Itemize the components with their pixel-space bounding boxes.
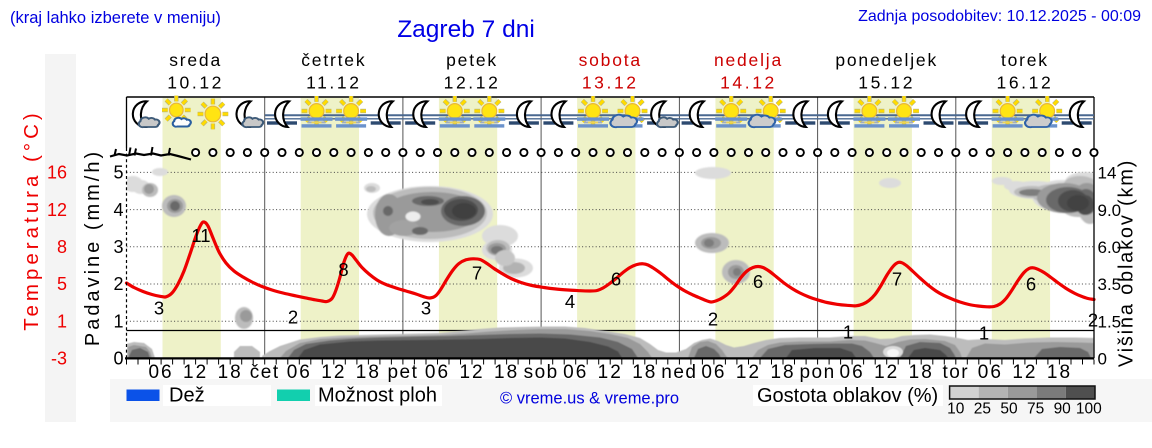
- svg-text:Možnost ploh: Možnost ploh: [318, 385, 437, 407]
- svg-text:25: 25: [974, 401, 991, 418]
- svg-text:9.0: 9.0: [1098, 201, 1122, 220]
- svg-text:tor: tor: [942, 362, 969, 383]
- svg-text:8: 8: [57, 237, 67, 257]
- svg-text:12: 12: [736, 362, 761, 383]
- svg-text:16: 16: [47, 163, 67, 183]
- svg-text:četrtek: četrtek: [301, 50, 366, 70]
- svg-text:Padavine (mm/h): Padavine (mm/h): [82, 149, 104, 346]
- svg-text:0: 0: [113, 349, 123, 369]
- svg-text:06: 06: [701, 362, 726, 383]
- svg-text:1.5: 1.5: [1098, 312, 1122, 331]
- svg-text:Temperatura (°C): Temperatura (°C): [20, 109, 43, 330]
- svg-text:6.0: 6.0: [1098, 238, 1122, 257]
- svg-text:6: 6: [1026, 273, 1036, 294]
- svg-text:Višina oblakov (km): Višina oblakov (km): [1116, 159, 1138, 367]
- svg-text:06: 06: [425, 362, 450, 383]
- svg-text:sobota: sobota: [579, 50, 642, 70]
- svg-text:ned: ned: [661, 362, 697, 383]
- svg-text:sob: sob: [524, 362, 559, 383]
- svg-text:3: 3: [154, 297, 164, 318]
- svg-text:18: 18: [218, 362, 243, 383]
- svg-text:12: 12: [1012, 362, 1037, 383]
- svg-text:2: 2: [1088, 309, 1098, 330]
- svg-text:12: 12: [47, 200, 67, 220]
- svg-text:10.12: 10.12: [167, 73, 224, 93]
- svg-text:© vreme.us & vreme.pro: © vreme.us & vreme.pro: [500, 390, 679, 408]
- svg-text:18: 18: [770, 362, 795, 383]
- svg-text:14.12: 14.12: [720, 73, 777, 93]
- svg-text:Dež: Dež: [169, 385, 205, 407]
- svg-text:18: 18: [909, 362, 934, 383]
- svg-text:18: 18: [494, 362, 519, 383]
- svg-text:90: 90: [1054, 401, 1072, 418]
- svg-text:100: 100: [1076, 401, 1102, 418]
- svg-text:3.5: 3.5: [1098, 275, 1122, 294]
- svg-text:torek: torek: [1001, 50, 1049, 70]
- svg-text:čet: čet: [250, 362, 280, 383]
- svg-text:Zagreb 7 dni: Zagreb 7 dni: [397, 16, 535, 43]
- svg-text:petek: petek: [446, 50, 498, 70]
- svg-text:12: 12: [874, 362, 899, 383]
- svg-text:pon: pon: [799, 362, 835, 383]
- svg-text:Zadnja posodobitev: 10.12.2025: Zadnja posodobitev: 10.12.2025 - 00:09: [858, 8, 1141, 25]
- svg-text:pet: pet: [387, 362, 418, 383]
- svg-text:10: 10: [947, 401, 965, 418]
- svg-text:2: 2: [708, 308, 718, 329]
- svg-text:1: 1: [843, 321, 853, 342]
- svg-text:14: 14: [1098, 164, 1117, 183]
- svg-text:12: 12: [459, 362, 484, 383]
- svg-text:12: 12: [598, 362, 623, 383]
- svg-text:8: 8: [338, 259, 348, 280]
- svg-text:4: 4: [565, 291, 575, 312]
- svg-text:12: 12: [183, 362, 208, 383]
- svg-text:1: 1: [113, 311, 123, 331]
- svg-text:75: 75: [1027, 401, 1044, 418]
- svg-text:18: 18: [356, 362, 381, 383]
- svg-text:3: 3: [113, 237, 123, 257]
- svg-text:5: 5: [113, 163, 123, 183]
- svg-text:4: 4: [113, 200, 123, 220]
- svg-text:6: 6: [611, 268, 621, 289]
- svg-text:06: 06: [840, 362, 865, 383]
- svg-text:1: 1: [979, 322, 989, 343]
- svg-text:7: 7: [892, 268, 902, 289]
- svg-text:1: 1: [57, 311, 67, 331]
- svg-text:06: 06: [287, 362, 312, 383]
- svg-text:06: 06: [563, 362, 588, 383]
- svg-text:12.12: 12.12: [444, 73, 501, 93]
- svg-text:3: 3: [421, 297, 431, 318]
- svg-text:18: 18: [1047, 362, 1072, 383]
- svg-text:2: 2: [113, 274, 123, 294]
- svg-text:12: 12: [321, 362, 346, 383]
- svg-text:5: 5: [57, 274, 67, 294]
- svg-text:7: 7: [472, 262, 482, 283]
- svg-text:0: 0: [1098, 350, 1107, 369]
- svg-text:ponedeljek: ponedeljek: [835, 50, 938, 70]
- svg-text:16.12: 16.12: [996, 73, 1053, 93]
- svg-text:15.12: 15.12: [858, 73, 915, 93]
- svg-text:sreda: sreda: [169, 50, 222, 70]
- svg-text:06: 06: [148, 362, 173, 383]
- svg-text:6: 6: [753, 271, 763, 292]
- svg-text:18: 18: [632, 362, 657, 383]
- svg-text:2: 2: [288, 306, 298, 327]
- svg-text:11: 11: [191, 225, 210, 246]
- svg-text:Gostota oblakov (%): Gostota oblakov (%): [757, 385, 938, 407]
- svg-text:(kraj lahko izberete v meniju): (kraj lahko izberete v meniju): [10, 9, 221, 27]
- svg-text:-3: -3: [51, 349, 67, 369]
- svg-text:06: 06: [978, 362, 1003, 383]
- svg-text:50: 50: [1000, 401, 1018, 418]
- svg-text:nedelja: nedelja: [714, 50, 783, 70]
- svg-text:11.12: 11.12: [306, 73, 362, 93]
- svg-text:13.12: 13.12: [582, 73, 639, 93]
